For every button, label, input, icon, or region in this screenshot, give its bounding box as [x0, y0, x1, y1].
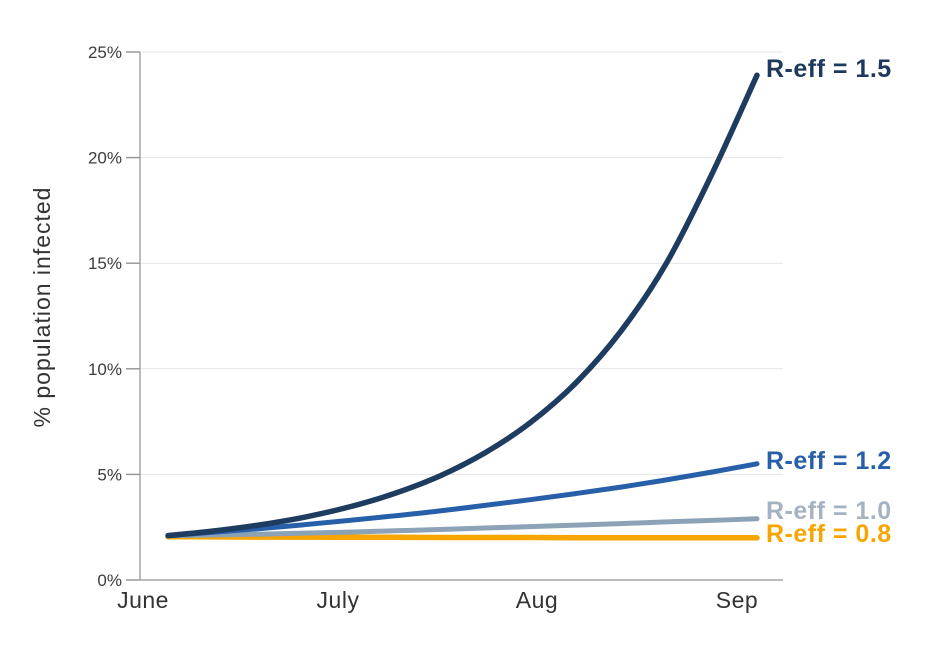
y-tick-label: 15% [88, 254, 122, 273]
series-line-1.0 [165, 516, 760, 539]
x-tick-label: Aug [516, 587, 558, 613]
x-tick-label: Sep [716, 587, 758, 613]
gridlines [140, 51, 783, 475]
series-label: R-eff = 1.5 [766, 55, 892, 83]
series-label: R-eff = 0.8 [766, 520, 892, 548]
series-labels: R-eff = 0.8R-eff = 1.0 R-eff = 1.2 R-eff =… [766, 55, 892, 548]
y-tick-label: 25% [88, 43, 122, 62]
series-label: R-eff = 1.0 [766, 497, 892, 525]
x-tick-label: July [317, 587, 360, 613]
x-tick-label: June [117, 587, 169, 613]
axes [139, 52, 783, 581]
y-axis-title: % population infected [29, 187, 55, 428]
y-tick-labels: 0% 5% 10% 15% 20% 25% [88, 43, 122, 590]
series-lines [165, 72, 760, 541]
y-tick-label: 5% [97, 465, 122, 484]
series-label: R-eff = 1.2 [766, 447, 892, 475]
y-tick-label: 20% [88, 149, 122, 168]
series-line-1.5 [165, 72, 760, 539]
y-tick-marks [126, 51, 140, 581]
series-line-0.8 [165, 533, 760, 541]
x-tick-labels: June July Aug Sep [117, 587, 758, 613]
y-tick-label: 10% [88, 360, 122, 379]
series-line-1.2 [165, 461, 760, 539]
y-tick-label: 0% [97, 571, 122, 590]
